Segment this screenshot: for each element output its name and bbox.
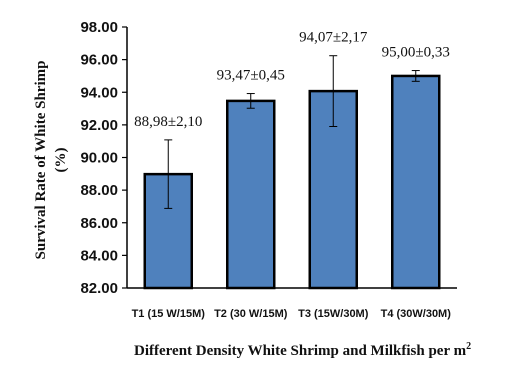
y-tick-label: 88.00: [80, 182, 118, 199]
y-tick-label: 90.00: [80, 150, 118, 167]
error-bars: [164, 55, 420, 209]
x-axis-label-superscript: 2: [466, 341, 471, 352]
y-axis-label-line1: Survival Rate of White Shrimp: [33, 61, 49, 260]
bar: [226, 99, 276, 290]
data-labels: 88,98±2,10 93,47±0,45 94,07±2,17 95,00±0,33: [134, 30, 450, 130]
data-label: 93,47±0,45: [217, 68, 285, 84]
data-label: 95,00±0,33: [382, 45, 450, 61]
y-tick-label: 84.00: [80, 247, 118, 264]
data-label: 88,98±2,10: [134, 114, 202, 130]
x-tick-label: T2 (30 W/15M): [214, 308, 288, 320]
bars: [143, 74, 441, 290]
x-tick-label: T3 (15W/30M): [298, 308, 369, 320]
y-tick-label: 92.00: [80, 117, 118, 134]
x-axis-label: Different Density White Shrimp and Milkf…: [134, 341, 471, 359]
x-axis-label-text: Different Density White Shrimp and Milkf…: [134, 343, 467, 359]
y-axis-label-line2: (%): [53, 148, 69, 173]
x-tick-label: T4 (30W/30M): [381, 308, 452, 320]
x-tick-label: T1 (15 W/15M): [132, 308, 206, 320]
y-tick-label: 94.00: [80, 84, 118, 101]
bar: [391, 74, 441, 290]
data-label: 94,07±2,17: [299, 30, 368, 46]
y-tick-label: 98.00: [80, 19, 118, 36]
y-tick-label: 86.00: [80, 215, 118, 232]
y-tick-label: 96.00: [80, 52, 118, 69]
y-axis-ticks: 82.00 84.00 86.00 88.00 90.00 92.00 94.00 96.00…: [80, 19, 127, 297]
x-axis-category-labels: T1 (15 W/15M) T2 (30 W/15M) T3 (15W/30M) T4…: [132, 308, 452, 320]
y-tick-label: 82.00: [80, 280, 118, 297]
